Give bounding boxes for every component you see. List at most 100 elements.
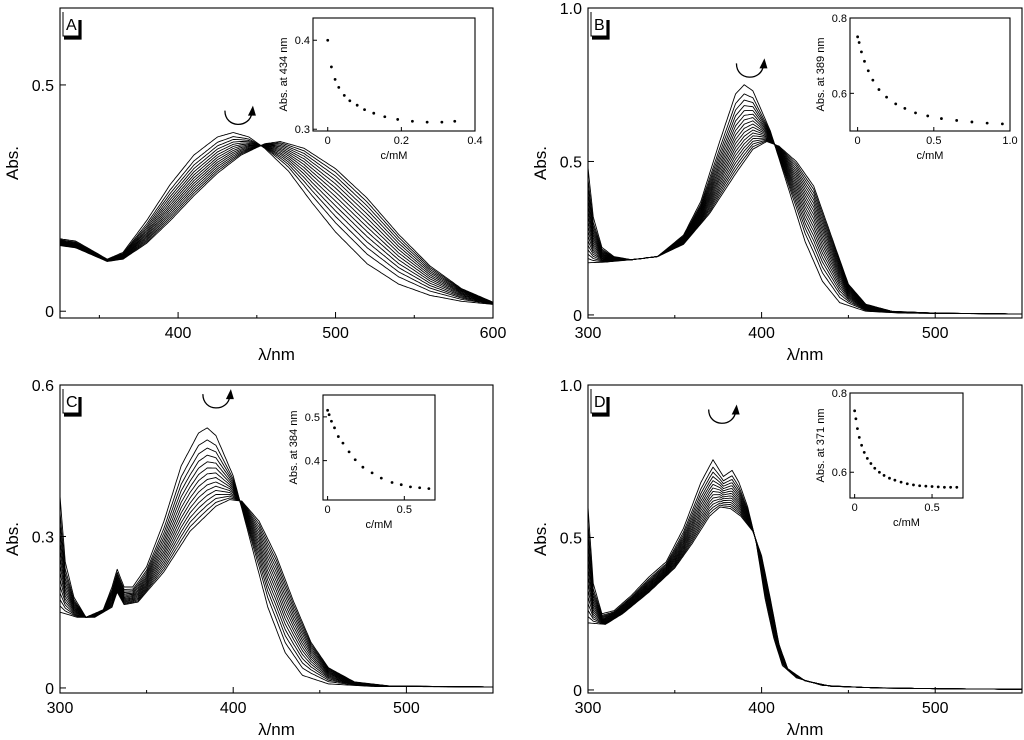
inset-data-point [853, 409, 857, 413]
inset-c: 0 0.5 0.4 0.5 c/mM Abs. at 384 nm [288, 394, 436, 531]
inset-y-tick-label: 0.8 [832, 388, 847, 400]
spectrum-curve [588, 504, 1022, 690]
inset-data-point [862, 451, 866, 454]
y-tick-label: 0.6 [32, 378, 54, 395]
inset-a: 0 0.2 0.4 0.3 0.4 c/mM Abs. at 434 nm [278, 17, 483, 162]
y-axis-label: Abs. [531, 522, 550, 556]
plot-frame [587, 384, 1023, 694]
x-tick-label: 300 [47, 700, 74, 717]
inset-y-tick-label: 0.4 [295, 35, 310, 47]
inset-data-point [955, 119, 959, 122]
spectrum-curve [588, 506, 1022, 690]
inset-data-point [857, 41, 861, 44]
plot-frame [59, 384, 494, 694]
spectrum-curve [588, 459, 1022, 690]
inset-data-point [418, 486, 422, 490]
spectrum-curve [588, 498, 1022, 690]
x-tick-label: 400 [748, 700, 775, 717]
x-tick-label: 300 [575, 700, 602, 717]
curved-arrow-head [731, 404, 740, 415]
spectrum-curve [60, 439, 493, 688]
spectrum-curve [60, 489, 493, 688]
inset-data-point [425, 120, 429, 124]
inset-x-tick-label: 0.5 [397, 504, 412, 516]
inset-y-axis-label: Abs. at 371 nm [815, 409, 827, 483]
inset-data-point [924, 484, 928, 488]
inset-data-point [342, 94, 346, 97]
y-tick-label: 0 [573, 308, 582, 325]
spectrum-curve [60, 141, 493, 305]
inset-b: 0 0.5 1.0 0.6 0.8 c/mM Abs. at 389 nm [815, 13, 1018, 162]
y-axis-label: Abs. [3, 522, 22, 556]
inset-data-point [427, 487, 431, 491]
spectra-group [60, 132, 493, 305]
curved-arrow [735, 63, 765, 78]
inset-x-tick-label: 0.5 [926, 135, 941, 147]
curved-arrow [202, 394, 231, 409]
inset-data-point [899, 480, 903, 484]
panel-d: 300 400 500 0 0.5 1.0 λ/nm Abs. D 0 0.5 0.6 0.8 c/mM A… [531, 378, 1023, 739]
inset-x-tick-label: 0 [852, 502, 858, 514]
inset-y-tick-label: 0.8 [832, 13, 847, 25]
x-tick-label: 500 [322, 325, 349, 342]
inset-data-point [869, 462, 873, 465]
y-axis-label: Abs. [531, 146, 550, 180]
panel-label-bracket [64, 397, 82, 417]
inset-y-tick-label: 0.6 [832, 467, 847, 479]
panel-label: C [66, 394, 78, 411]
inset-data-point [970, 120, 974, 124]
inset-data-point [863, 59, 866, 63]
inset-x-tick-label: 0.5 [924, 502, 939, 514]
x-tick-label: 500 [922, 700, 949, 717]
inset-data-point [926, 114, 930, 118]
spectra-group [588, 84, 1022, 315]
inset-x-axis-label: c/mM [917, 150, 944, 162]
inset-data-point [390, 481, 394, 484]
x-tick-label: 500 [393, 700, 420, 717]
inset-data-point [361, 465, 365, 469]
inset-data-point [440, 120, 444, 124]
inset-y-tick-label: 0.5 [305, 412, 320, 424]
inset-data-point [888, 476, 891, 480]
inset-data-point [383, 115, 387, 119]
inset-data-point [379, 476, 383, 480]
curved-arrow-head [247, 105, 256, 116]
spectrum-curve [588, 496, 1022, 690]
panel-b: 300 400 500 0 0.5 1.0 λ/nm Abs. B 0 0.5 1.0 0.6 0.8 c/… [531, 1, 1023, 364]
spectrum-curve [588, 141, 1022, 315]
y-tick-label: 0.5 [560, 530, 582, 547]
spectrum-curve [588, 126, 1022, 315]
spectrum-curve [60, 142, 493, 303]
x-tick-label: 400 [220, 700, 247, 717]
inset-data-point [914, 111, 917, 115]
inset-x-tick-label: 0 [855, 135, 861, 147]
x-axis-label: λ/nm [787, 345, 824, 364]
inset-y-tick-label: 0.4 [305, 456, 320, 468]
inset-data-point [333, 77, 337, 81]
spectrum-curve [588, 137, 1022, 315]
inset-x-tick-label: 0.4 [467, 135, 482, 147]
y-tick-label: 0 [45, 681, 54, 698]
spectrum-curve [60, 447, 493, 688]
panel-label: A [66, 17, 77, 34]
inset-data-point [353, 458, 357, 462]
spectrum-curve [588, 490, 1022, 690]
spectrum-curve [60, 481, 493, 688]
y-axis-label: Abs. [3, 146, 22, 180]
x-tick-label: 600 [480, 325, 507, 342]
inset-data-point [885, 95, 888, 99]
inset-data-point [411, 119, 414, 123]
plot-frame [587, 7, 1023, 319]
spectrum-curve [588, 110, 1022, 315]
inset-data-point [905, 482, 909, 486]
inset-data-point [857, 435, 861, 439]
spectrum-curve [60, 472, 493, 688]
inset-data-point [370, 471, 374, 475]
inset-y-tick-label: 0.3 [295, 124, 310, 136]
inset-x-axis-label: c/mM [893, 517, 920, 529]
spectrum-curve [60, 139, 493, 305]
y-tick-label: 0 [573, 683, 582, 700]
spectrum-curve [588, 502, 1022, 690]
inset-data-point [330, 419, 333, 423]
inset-d: 0 0.5 0.6 0.8 c/mM Abs. at 371 nm [815, 388, 964, 529]
